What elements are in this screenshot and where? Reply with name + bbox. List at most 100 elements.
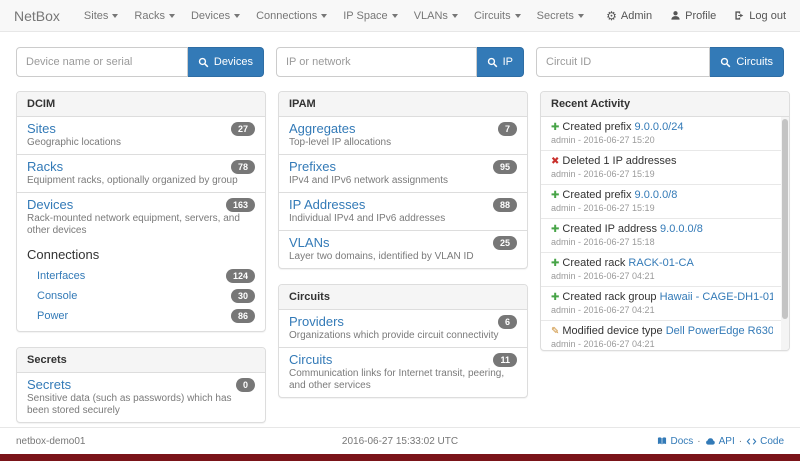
caret-down-icon	[577, 13, 584, 18]
circuit-search-button[interactable]: Circuits	[710, 47, 784, 77]
count-badge: 7	[497, 122, 517, 136]
ip-search-input[interactable]	[276, 47, 477, 77]
circuits-item-list: Providers 6 Organizations which provide ci…	[279, 310, 527, 397]
vlans-link[interactable]: VLANs	[289, 235, 330, 250]
profile-link[interactable]: Profile	[670, 10, 716, 22]
docs-link[interactable]: Docs	[657, 436, 693, 447]
nav-item-ip-space[interactable]: IP Space	[343, 10, 398, 22]
activity-action: ✚ Created prefix 9.0.0.0/8	[551, 189, 678, 201]
activity-item: ✚ Created prefix 9.0.0.0/24 admin - 2016-0…	[541, 117, 789, 151]
item-description: Equipment racks, optionally organized by…	[27, 175, 238, 186]
secrets-link[interactable]: Secrets	[27, 377, 72, 392]
gear-icon: ⚙	[606, 8, 617, 23]
nav-item-circuits[interactable]: Circuits	[474, 10, 521, 22]
activity-action: ✚ Created rack group Hawaii - CAGE-DH1-01	[551, 291, 773, 304]
connections-title: Connections	[27, 247, 100, 262]
item-description: Individual IPv4 and IPv6 addresses	[289, 213, 446, 224]
circuits-link[interactable]: Circuits	[289, 352, 333, 367]
nav-item-label: Circuits	[473, 9, 511, 22]
activity-item: ✚ Created IP address 9.0.0.0/8 admin - 201…	[541, 219, 789, 253]
ip-addresses-link[interactable]: IP Addresses	[289, 197, 366, 212]
count-badge: 124	[225, 269, 255, 283]
circuits-panel-title: Circuits	[279, 285, 527, 310]
console-link[interactable]: Console	[37, 290, 78, 302]
activity-target-link[interactable]: Hawaii - CAGE-DH1-01	[659, 291, 773, 303]
nav-item-label: Sites	[83, 9, 109, 22]
ip-search-button-label: IP	[502, 56, 513, 68]
secrets-panel-title: Secrets	[17, 348, 265, 373]
connections-section: Connections Interfaces 124 Console 30 Power 8…	[17, 242, 265, 331]
device-search-button[interactable]: Devices	[187, 47, 264, 77]
connection-row: Interfaces 124	[27, 266, 255, 286]
devices-link[interactable]: Devices	[27, 197, 74, 212]
prefixes-link[interactable]: Prefixes	[289, 159, 336, 174]
activity-target-link[interactable]: 9.0.0.0/8	[634, 189, 678, 201]
circuit-search-input[interactable]	[536, 47, 711, 77]
caret-down-icon	[514, 13, 521, 18]
brand-netbox[interactable]: NetBox	[14, 7, 60, 24]
admin-link[interactable]: ⚙ Admin	[606, 10, 652, 22]
activity-items: ✚ Created prefix 9.0.0.0/24 admin - 2016-0…	[541, 117, 789, 350]
interfaces-link[interactable]: Interfaces	[37, 270, 86, 282]
item-description: Communication links for Internet transit…	[289, 368, 505, 391]
item-description: Geographic locations	[27, 137, 121, 148]
global-search-row: Devices IP Circuits	[0, 32, 800, 77]
activity-action: ✖ Deleted 1 IP addresses	[551, 155, 677, 167]
dcim-panel: DCIM Sites 27 Geographic locations Racks 78 E…	[16, 91, 266, 332]
nav-item-racks[interactable]: Racks	[134, 10, 175, 22]
api-link[interactable]: API	[705, 436, 735, 447]
item-description: Layer two domains, identified by VLAN ID	[289, 251, 474, 262]
logout-link[interactable]: Log out	[734, 10, 786, 22]
nav-item-sites[interactable]: Sites	[83, 9, 119, 22]
item-description: Sensitive data (such as passwords) which…	[27, 393, 232, 416]
nav-item-label: Secrets	[536, 9, 574, 22]
count-badge: 0	[235, 378, 255, 392]
item-description: IPv4 and IPv6 network assignments	[289, 175, 448, 186]
activity-item: ✎ Modified device type Dell PowerEdge R63…	[541, 321, 789, 350]
activity-scrollbar-thumb[interactable]	[782, 119, 788, 319]
power-link[interactable]: Power	[37, 310, 69, 322]
dcim-item-list: Sites 27 Geographic locations Racks 78 Equipm…	[17, 117, 265, 242]
list-item-header: Prefixes 95	[289, 160, 517, 174]
caret-down-icon	[234, 13, 241, 18]
activity-meta: admin - 2016-06-27 15:18	[551, 237, 655, 247]
user-icon	[670, 10, 681, 21]
ipam-item-list: Aggregates 7 Top-level IP allocations Prefi…	[279, 117, 527, 268]
list-item-header: Aggregates 7	[289, 122, 517, 136]
activity-target-link[interactable]: RACK-01-CA	[628, 257, 694, 269]
nav-item-devices[interactable]: Devices	[191, 10, 241, 22]
activity-target-link[interactable]: 9.0.0.0/8	[660, 223, 703, 235]
activity-action: ✚ Created rack RACK-01-CA	[551, 257, 694, 269]
count-badge: 11	[493, 353, 517, 367]
device-search-input[interactable]	[16, 47, 188, 77]
nav-item-label: VLANs	[413, 9, 448, 22]
code-link[interactable]: Code	[746, 436, 784, 447]
list-item: Sites 27 Geographic locations	[17, 117, 265, 155]
sites-link[interactable]: Sites	[27, 121, 56, 136]
plus-icon: ✚	[551, 190, 560, 201]
search-icon	[720, 57, 731, 68]
nav-item-vlans[interactable]: VLANs	[414, 10, 458, 22]
list-item-header: Providers 6	[289, 315, 517, 329]
secrets-panel: Secrets Secrets 0 Sensitive data (such as …	[16, 347, 266, 423]
item-description: Rack-mounted network equipment, servers,…	[27, 213, 240, 236]
device-search-button-label: Devices	[213, 56, 253, 68]
caret-down-icon	[451, 13, 458, 18]
list-item: IP Addresses 88 Individual IPv4 and IPv6 a…	[279, 193, 527, 231]
racks-link[interactable]: Racks	[27, 159, 64, 174]
nav-item-secrets[interactable]: Secrets	[537, 10, 584, 22]
logout-icon	[734, 10, 745, 21]
nav-item-connections[interactable]: Connections	[256, 10, 328, 22]
column-activity: Recent Activity ✚ Created prefix 9.0.0.0/…	[540, 91, 790, 366]
activity-target-link[interactable]: 9.0.0.0/24	[634, 121, 684, 133]
aggregates-link[interactable]: Aggregates	[289, 121, 356, 136]
ipam-panel-title: IPAM	[279, 92, 527, 117]
ip-search-button[interactable]: IP	[476, 47, 524, 77]
activity-target-link[interactable]: Dell PowerEdge R630	[665, 325, 773, 337]
pencil-icon: ✎	[551, 326, 560, 337]
plus-icon: ✚	[551, 122, 560, 133]
demo-banner-bar	[0, 454, 800, 461]
activity-meta: admin - 2016-06-27 15:19	[551, 169, 655, 179]
connections-list: Interfaces 124 Console 30 Power 86	[27, 266, 255, 326]
providers-link[interactable]: Providers	[289, 314, 344, 329]
